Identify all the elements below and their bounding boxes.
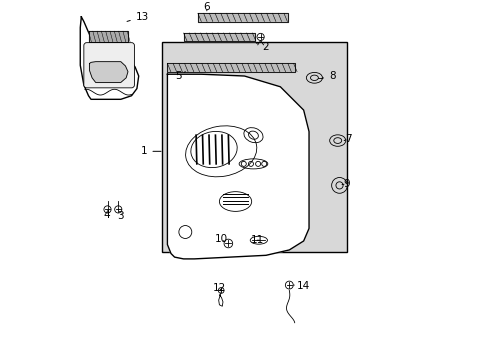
Bar: [162, 42, 346, 252]
Text: 14: 14: [293, 281, 310, 291]
Text: 12: 12: [212, 283, 225, 293]
Text: 13: 13: [127, 12, 149, 22]
Text: 11: 11: [250, 235, 263, 245]
Ellipse shape: [185, 126, 256, 177]
Text: 10: 10: [214, 234, 227, 244]
Polygon shape: [89, 62, 128, 82]
Polygon shape: [80, 17, 139, 99]
Text: 7: 7: [344, 134, 351, 144]
Text: 5: 5: [175, 71, 185, 81]
Polygon shape: [167, 74, 308, 259]
Text: 4: 4: [103, 210, 109, 220]
Polygon shape: [88, 31, 128, 42]
Text: 8: 8: [321, 71, 335, 81]
FancyBboxPatch shape: [83, 43, 134, 88]
Text: 3: 3: [117, 211, 124, 221]
Text: 2: 2: [256, 42, 269, 51]
Text: 1: 1: [141, 146, 161, 156]
Text: 9: 9: [341, 179, 349, 189]
Text: 6: 6: [203, 2, 210, 12]
